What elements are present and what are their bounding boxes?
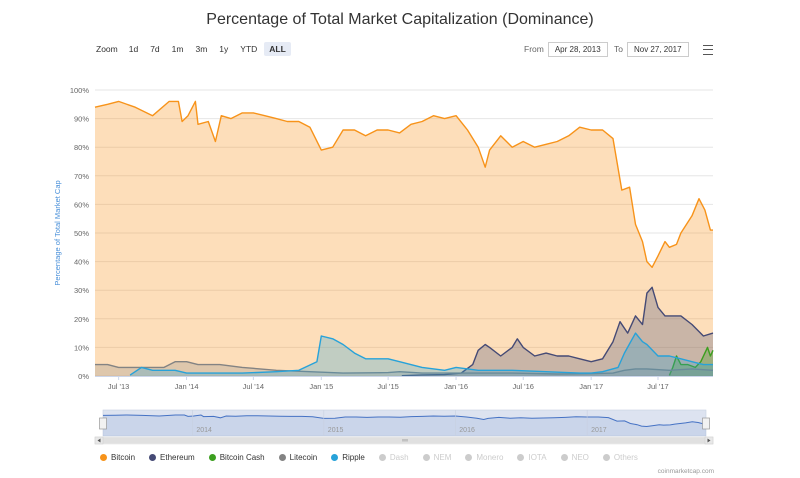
bitcoin-cash-area <box>669 347 713 376</box>
legend-marker-icon <box>149 454 157 461</box>
y-tick-label: 40% <box>74 258 89 267</box>
litecoin-series-line <box>95 361 714 375</box>
y-tick-label: 70% <box>74 172 89 181</box>
range-from-label: From <box>524 44 544 54</box>
y-tick-label: 30% <box>74 286 89 295</box>
y-tick-label: 60% <box>74 200 89 209</box>
legend-label: Bitcoin Cash <box>219 453 265 462</box>
legend-item-others[interactable]: Others <box>602 453 638 462</box>
bitcoin-area <box>95 101 713 377</box>
zoom-1y-button[interactable]: 1y <box>219 44 229 54</box>
legend-marker-icon <box>602 454 610 461</box>
y-tick-label: 90% <box>74 115 89 124</box>
legend-label: Others <box>613 453 638 462</box>
bitcoin-series-line <box>94 100 713 268</box>
y-tick-label: 50% <box>74 229 89 238</box>
navigator-label: 2016 <box>459 427 475 434</box>
legend-marker-icon <box>422 454 430 461</box>
y-tick-label: 80% <box>74 143 89 152</box>
navigator-series-line <box>102 414 706 428</box>
range-to: To Nov 27, 2017 <box>614 41 689 57</box>
legend-label: Ethereum <box>160 453 195 462</box>
navigator-right-handle[interactable] <box>702 417 710 430</box>
legend-label: Bitcoin <box>111 453 136 462</box>
legend-marker-icon <box>378 454 386 461</box>
chart-menu-icon[interactable] <box>703 45 713 55</box>
y-tick-label: 0% <box>78 372 89 381</box>
bitcoin-cash-series-line <box>668 346 714 376</box>
zoom-1d-button[interactable]: 1d <box>128 44 139 54</box>
arrow-right-icon <box>707 438 711 443</box>
legend-marker-icon <box>517 454 525 461</box>
ethereum-area <box>401 287 713 376</box>
legend-item-dash[interactable]: Dash <box>378 453 409 462</box>
legend-label: Ripple <box>342 453 365 462</box>
legend-marker-icon <box>278 454 286 461</box>
x-tick-label: Jul '14 <box>243 382 264 391</box>
legend-label: Monero <box>476 453 504 462</box>
zoom-controls: Zoom 1d 7d 1m 3m 1y YTD ALL <box>96 42 293 56</box>
navigator-label: 2014 <box>196 427 212 434</box>
navigator-label: 2017 <box>591 427 607 434</box>
x-tick-label: Jan '16 <box>444 382 468 391</box>
legend-marker-icon <box>100 454 107 461</box>
legend-label: Dash <box>389 453 409 462</box>
x-tick-label: Jul '13 <box>108 382 129 391</box>
zoom-1m-button[interactable]: 1m <box>171 44 184 54</box>
legend-item-bitcoin[interactable]: Bitcoin <box>100 453 135 462</box>
range-from-input[interactable]: Apr 28, 2013 <box>547 41 608 57</box>
navigator-area <box>103 415 706 436</box>
x-tick-label: Jan '17 <box>579 382 603 391</box>
x-tick-label: Jan '15 <box>309 382 333 391</box>
navigator-label: 2015 <box>328 427 344 434</box>
arrow-left-icon <box>97 438 101 443</box>
ripple-series-line <box>129 332 713 376</box>
y-tick-label: 10% <box>74 343 89 352</box>
scrollbar-thumb[interactable] <box>103 437 706 444</box>
zoom-3m-button[interactable]: 3m <box>195 44 208 54</box>
scrollbar-grip-icon <box>402 439 408 442</box>
legend-label: NEO <box>571 453 589 462</box>
x-tick-label: Jan '14 <box>175 382 199 391</box>
legend-marker-icon <box>465 454 473 461</box>
range-to-input[interactable]: Nov 27, 2017 <box>626 41 689 57</box>
legend-item-ripple[interactable]: Ripple <box>331 453 365 462</box>
legend-marker-icon <box>560 454 568 461</box>
zoom-7d-button[interactable]: 7d <box>150 44 160 54</box>
legend-item-monero[interactable]: Monero <box>465 453 503 462</box>
y-axis-title: Percentage of Total Market Cap <box>53 180 62 285</box>
legend-item-ethereum[interactable]: Ethereum <box>149 453 195 462</box>
legend-item-iota[interactable]: IOTA <box>517 453 547 462</box>
ethereum-series-line <box>401 286 714 377</box>
legend-item-nem[interactable]: NEM <box>422 453 452 462</box>
y-tick-label: 100% <box>70 86 90 95</box>
legend-marker-icon <box>208 454 216 461</box>
legend-item-litecoin[interactable]: Litecoin <box>278 453 318 462</box>
legend-label: IOTA <box>528 453 547 462</box>
x-tick-label: Jul '15 <box>377 382 398 391</box>
legend-item-neo[interactable]: NEO <box>560 453 589 462</box>
range-to-label: To <box>614 44 623 54</box>
range-from: From Apr 28, 2013 <box>524 41 608 57</box>
x-tick-label: Jul '16 <box>513 382 534 391</box>
chart-title: Percentage of Total Market Capitalizatio… <box>206 11 594 28</box>
legend-label: NEM <box>433 453 452 462</box>
y-tick-label: 20% <box>74 315 89 324</box>
zoom-ytd-button[interactable]: YTD <box>240 44 258 54</box>
navigator-mask <box>102 409 707 437</box>
legend-item-bitcoin-cash[interactable]: Bitcoin Cash <box>208 453 265 462</box>
legend-label: Litecoin <box>289 453 318 462</box>
navigator-left-handle[interactable] <box>99 417 107 430</box>
chart-legend: Bitcoin Ethereum Bitcoin Cash Litecoin Rippl… <box>100 453 652 462</box>
zoom-all-button[interactable]: ALL <box>264 42 291 56</box>
zoom-label: Zoom <box>96 44 118 54</box>
chart-credits[interactable]: coinmarketcap.com <box>657 468 714 475</box>
x-tick-label: Jul '17 <box>647 382 668 391</box>
legend-marker-icon <box>331 454 339 461</box>
